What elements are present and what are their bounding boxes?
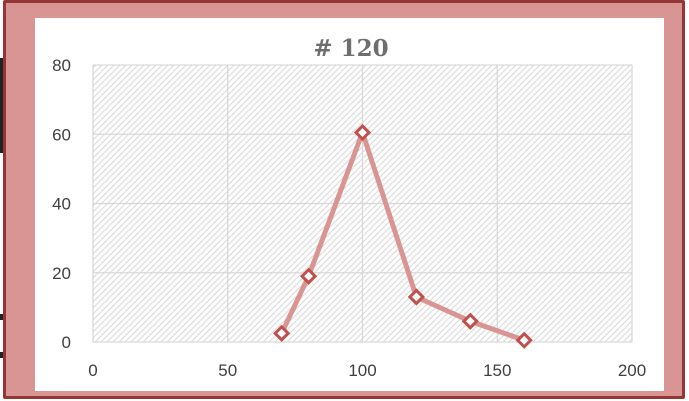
chart-svg: # 120 0 20 40 60 80 0 50 100 150 200 xyxy=(52,35,646,380)
y-tick-label: 80 xyxy=(52,56,71,75)
y-tick-label: 20 xyxy=(52,264,71,283)
chart-panel: # 120 0 20 40 60 80 0 50 100 150 200 xyxy=(35,18,664,391)
x-tick-label: 50 xyxy=(218,361,237,380)
y-tick-label: 0 xyxy=(62,333,71,352)
data-series xyxy=(273,123,533,349)
data-point-marker xyxy=(353,123,372,142)
y-axis-ticks: 0 20 40 60 80 xyxy=(52,56,71,352)
chart-title: # 120 xyxy=(313,35,388,62)
edge-mark xyxy=(0,352,3,358)
edge-mark xyxy=(0,314,3,320)
y-tick-label: 40 xyxy=(52,195,71,214)
data-point-marker xyxy=(273,324,291,342)
data-point-marker xyxy=(407,288,426,306)
x-tick-label: 0 xyxy=(88,361,97,380)
chart-frame: # 120 0 20 40 60 80 0 50 100 150 200 xyxy=(3,0,685,399)
data-point-marker xyxy=(461,312,479,330)
left-edge-strip xyxy=(0,0,4,401)
x-tick-label: 100 xyxy=(348,361,376,380)
gridlines xyxy=(92,64,633,343)
y-tick-label: 60 xyxy=(52,125,71,144)
edge-mark xyxy=(0,58,3,153)
data-point-marker xyxy=(515,331,533,349)
x-tick-label: 150 xyxy=(483,361,511,380)
series-line xyxy=(279,130,527,343)
x-axis-ticks: 0 50 100 150 200 xyxy=(88,361,646,380)
data-point-marker xyxy=(299,267,318,285)
x-tick-label: 200 xyxy=(618,361,646,380)
